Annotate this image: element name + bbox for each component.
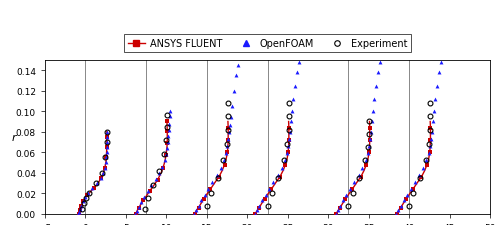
Y-axis label: $r$: $r$ [11,132,18,143]
Legend: ANSYS FLUENT, OpenFOAM, Experiment: ANSYS FLUENT, OpenFOAM, Experiment [124,35,411,53]
